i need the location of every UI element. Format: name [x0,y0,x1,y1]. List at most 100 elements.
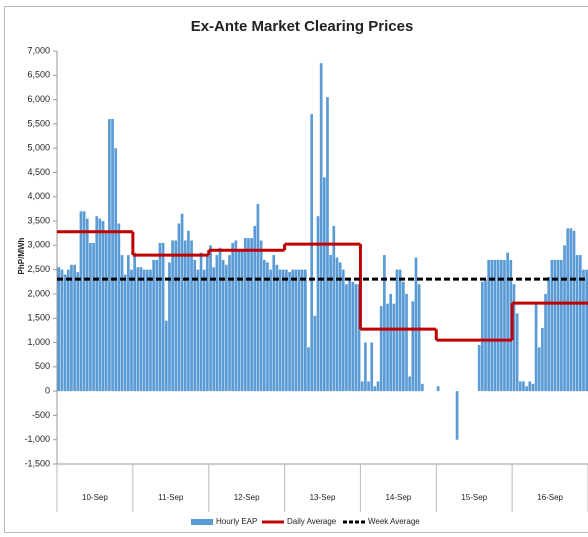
bar [329,255,332,392]
bar [528,381,532,392]
bar [231,242,234,392]
bar [499,259,503,392]
bar [79,211,83,392]
bar [484,279,487,392]
bar [127,255,130,392]
bar [250,238,253,392]
bar [171,240,174,392]
bar [281,269,285,392]
bar [335,257,339,392]
bar [518,381,522,392]
bar [187,230,190,392]
y-tick-label: 4,000 [27,191,50,201]
bar [506,252,509,392]
bar [493,259,497,392]
bar [534,303,538,392]
bar [212,267,216,392]
bar [168,262,171,392]
bar [294,269,298,392]
bar [338,262,342,392]
bar [285,269,288,392]
bar [582,269,585,392]
bar [228,255,231,392]
bar [392,303,396,392]
bar [569,228,573,392]
y-tick-label: 2,500 [27,264,50,274]
bar [247,238,250,392]
bar [142,269,146,392]
bar [383,255,386,392]
bar [370,342,374,392]
bar [322,177,326,392]
bar [174,240,178,392]
bar [85,218,89,392]
bar [512,284,516,392]
bar [92,242,95,392]
bar [89,242,92,392]
y-tick-label: 3,000 [27,240,50,250]
bar [307,347,310,392]
bar [108,119,111,392]
y-tick-label: 6,000 [27,94,50,104]
bar [345,284,348,392]
bar [503,259,506,392]
bar [316,216,320,392]
bar [76,272,80,392]
bar [304,269,307,392]
bar [487,259,491,392]
bar [522,381,525,392]
x-tick-label: 16-Sep [537,493,563,502]
bar [70,264,73,392]
bar [73,264,76,392]
bar [414,257,418,392]
bar [455,391,459,440]
legend-label: Week Average [368,517,420,526]
y-tick-label: 1,000 [27,337,50,347]
bar [300,269,304,392]
bar [357,284,361,392]
bar [161,242,165,392]
bar [133,252,137,392]
bar [556,259,560,392]
bar [262,259,266,392]
y-tick-label: -1,000 [24,434,50,444]
bar [199,252,203,392]
bar [341,269,345,392]
bar [269,269,272,392]
bar [297,269,301,392]
y-tick-label: 2,000 [27,288,50,298]
bar [411,301,415,392]
bar [481,281,484,392]
bar [585,269,588,392]
bar [180,213,184,392]
y-tick-label: 0 [45,385,50,395]
bar [139,267,143,392]
y-tick-label: 7,000 [27,45,50,55]
bar [218,247,222,392]
bar [373,386,377,392]
bar [190,240,193,392]
bar [57,267,61,392]
bar [436,386,440,392]
bar [240,250,244,392]
bar [98,218,102,392]
x-tick-label: 12-Sep [234,493,260,502]
bar [578,255,582,392]
bar [389,293,393,392]
bar [525,386,528,392]
bar [405,293,408,392]
bar [63,274,67,392]
bar [253,225,257,392]
bar [196,269,200,392]
legend-label: Hourly EAP [216,517,257,526]
bar [319,63,323,392]
bar [420,383,424,392]
bar [60,269,64,392]
bar [266,262,269,392]
bar [114,148,118,392]
y-tick-label: 500 [35,361,50,371]
bar [177,223,181,392]
bar [537,347,541,392]
bar [278,269,282,392]
bar [152,259,155,392]
